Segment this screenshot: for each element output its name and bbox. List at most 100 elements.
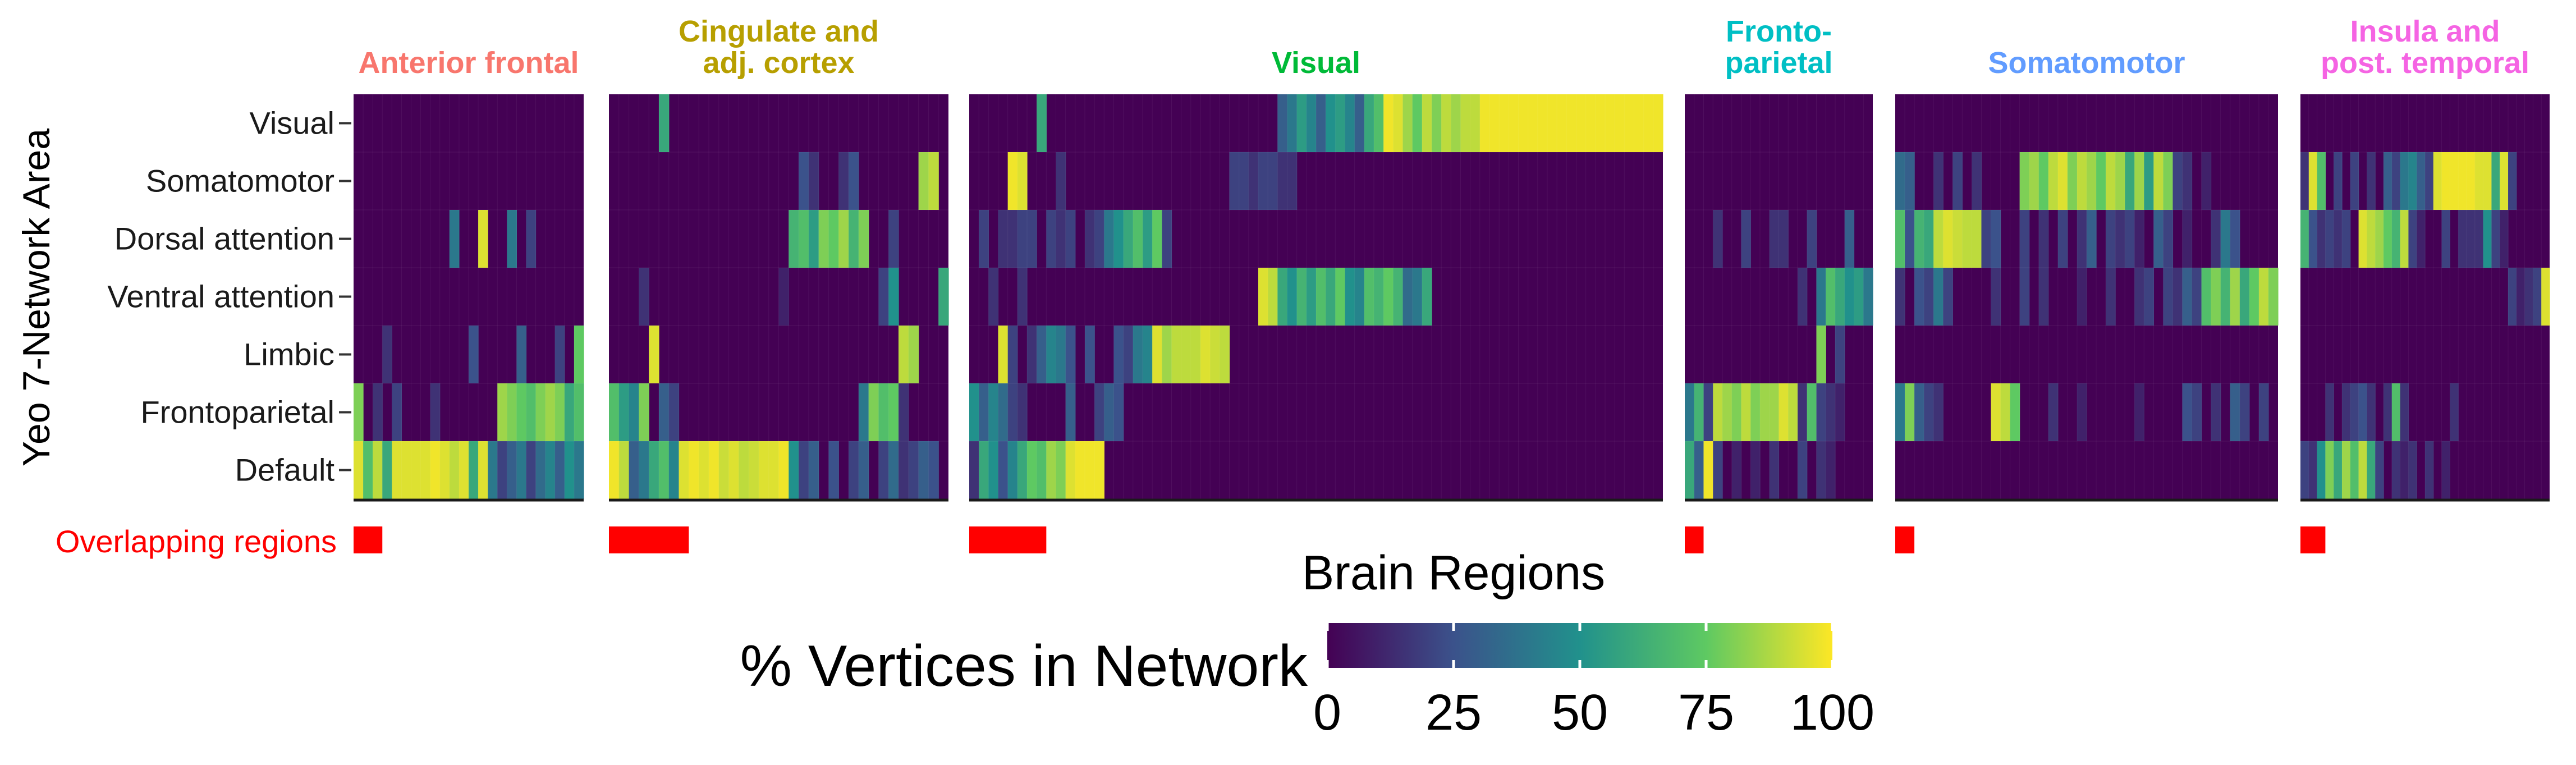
heatmap-cell: [1981, 210, 1992, 268]
heatmap-cell: [1104, 210, 1115, 268]
row-label-default: Default: [235, 452, 335, 488]
heatmap-cell: [1277, 268, 1288, 326]
heatmap-cell: [1972, 210, 1982, 268]
heatmap-cell: [2125, 210, 2135, 268]
heatmap-cell: [2367, 383, 2376, 441]
heatmap-cell: [1374, 94, 1384, 152]
heatmap-cell: [392, 383, 402, 441]
heatmap-cell: [1788, 383, 1798, 441]
heatmap-cell: [858, 210, 869, 268]
heatmap-cell: [2441, 441, 2450, 499]
heatmap-cell: [526, 210, 537, 268]
heatmap-cell: [2077, 383, 2087, 441]
heatmap-cell: [2230, 268, 2240, 326]
heatmap-cell: [449, 210, 460, 268]
heatmap-cell: [658, 94, 670, 152]
heatmap-cell: [1722, 383, 1732, 441]
heatmap-cell: [808, 210, 819, 268]
row-labels: Visual Somatomotor Dorsal attention Ventral…: [107, 106, 351, 488]
heatmap-cell: [1741, 210, 1751, 268]
heatmap-cell: [2163, 210, 2174, 268]
heatmap-cell: [1056, 152, 1066, 210]
heatmap-cell: [888, 210, 899, 268]
heatmap-cell: [2077, 268, 2087, 326]
heatmap-cell: [1962, 210, 1972, 268]
heatmap-cell: [1595, 94, 1606, 152]
heatmap-cell: [1268, 152, 1278, 210]
heatmap-cell: [564, 441, 575, 499]
heatmap-cell: [2019, 268, 2030, 326]
heatmap-cell: [649, 326, 659, 383]
heatmap-cell: [789, 441, 799, 499]
heatmap-cell: [2038, 210, 2049, 268]
heatmap-cell: [1769, 210, 1780, 268]
heatmap-cell: [2458, 210, 2467, 268]
heatmap-cell: [2182, 210, 2193, 268]
heatmap-cell: [2400, 383, 2409, 441]
heatmap-cell: [1624, 94, 1635, 152]
heatmap-cell: [2524, 268, 2533, 326]
heatmap-cell: [1065, 441, 1076, 499]
heatmap-cell: [2010, 383, 2020, 441]
heatmap-cell: [449, 441, 460, 499]
overlap-bar: [969, 526, 1047, 553]
heatmap-cell: [1653, 94, 1663, 152]
heatmap-cell: [1816, 383, 1826, 441]
heatmap-cell: [2077, 210, 2087, 268]
heatmap-cell: [1835, 383, 1845, 441]
heatmap-cell: [1037, 326, 1047, 383]
heatmap-cell: [808, 441, 819, 499]
heatmap-cell: [2134, 268, 2144, 326]
heatmap-cell: [1027, 326, 1037, 383]
heatmap-cell: [2115, 152, 2125, 210]
heatmap-cell: [1835, 326, 1845, 383]
heatmap-cell: [2400, 152, 2409, 210]
heatmap-cell: [2300, 210, 2309, 268]
heatmap-cell: [2516, 268, 2525, 326]
heatmap-cell: [2491, 152, 2500, 210]
heatmap-cell: [1258, 268, 1268, 326]
row-label-dorsal-attention: Dorsal attention: [114, 221, 334, 256]
heatmap-cell: [373, 383, 383, 441]
heatmap-cell: [1027, 210, 1037, 268]
colorbar-tick-label: 100: [1790, 685, 1874, 741]
heatmap-cell: [2350, 383, 2359, 441]
heatmap-cell: [2467, 152, 2476, 210]
heatmap-cell: [998, 383, 1009, 441]
heatmap-cell: [1326, 94, 1336, 152]
heatmap-cell: [2153, 210, 2164, 268]
heatmap-cell: [2325, 383, 2334, 441]
heatmap-cell: [2417, 210, 2426, 268]
heatmap-cell: [1844, 268, 1855, 326]
heatmap-cell: [2384, 210, 2392, 268]
heatmap-cell: [679, 441, 689, 499]
heatmap-cell: [2057, 210, 2068, 268]
heatmap-cell: [1634, 94, 1644, 152]
heatmap-cell: [2450, 152, 2459, 210]
heatmap-cell: [828, 210, 839, 268]
heatmap-cell: [2400, 210, 2409, 268]
heatmap-cell: [507, 441, 517, 499]
heatmap-cell: [908, 326, 919, 383]
heatmap-cell: [2106, 152, 2116, 210]
heatmap-cell: [1007, 152, 1018, 210]
heatmap-cell: [1914, 210, 1924, 268]
heatmap-cell: [1605, 94, 1615, 152]
heatmap-cell: [1296, 268, 1307, 326]
heatmap-cell: [1402, 268, 1413, 326]
heatmap-cell: [1895, 383, 1905, 441]
heatmap-cell: [918, 152, 929, 210]
heatmap-cell: [2308, 441, 2318, 499]
heatmap-cell: [2163, 152, 2174, 210]
heatmap-cell: [2115, 210, 2125, 268]
heatmap-cell: [998, 210, 1009, 268]
heatmap-cell: [1816, 441, 1826, 499]
heatmap-cell: [2391, 152, 2401, 210]
heatmap-cell: [2019, 210, 2030, 268]
heatmap-cell: [1933, 383, 1944, 441]
heatmap-cell: [1991, 268, 2001, 326]
heatmap-cell: [1229, 152, 1240, 210]
colorbar-legend: % Vertices in Network 0 25 50 75 100: [740, 623, 1874, 741]
x-axis-title: Brain Regions: [1302, 546, 1605, 600]
